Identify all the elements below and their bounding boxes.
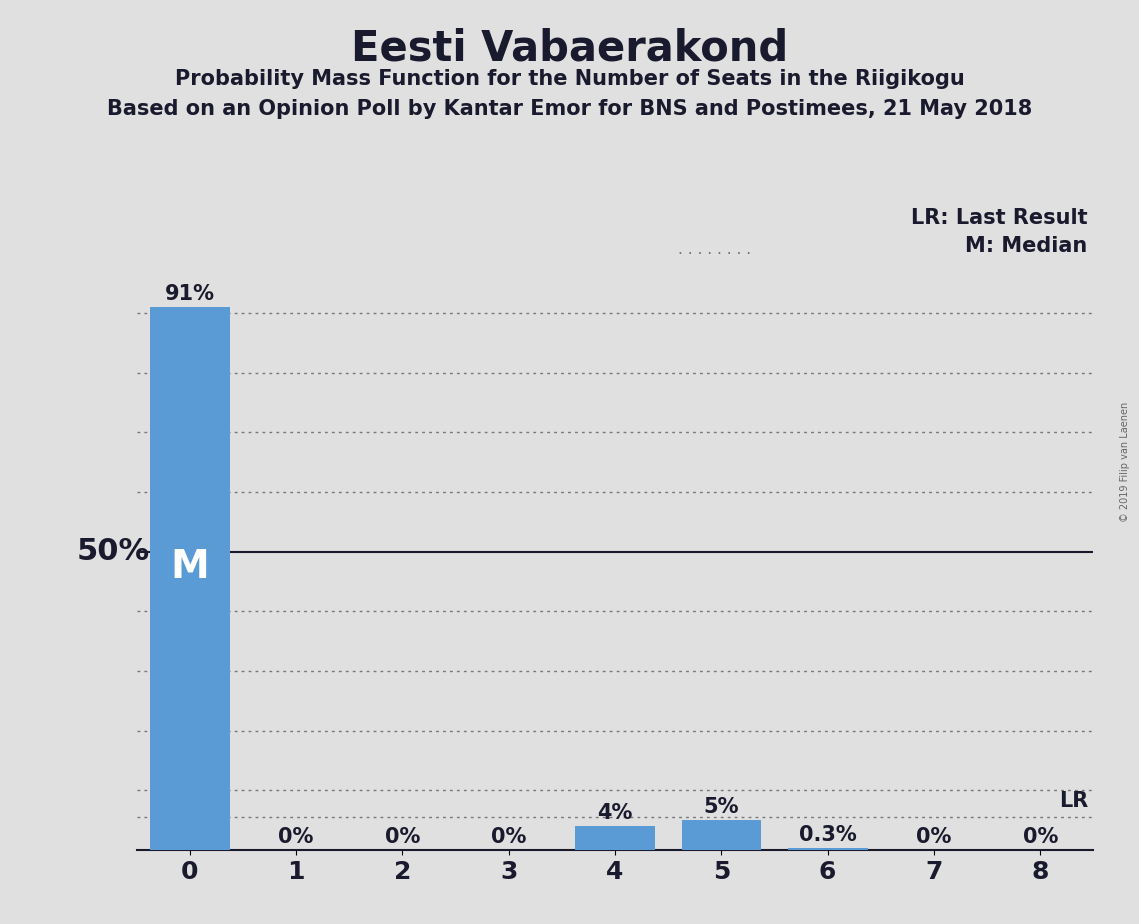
Text: 0%: 0% [916,827,952,847]
Text: · · · · · · · ·: · · · · · · · · [678,247,751,261]
Bar [681,821,761,850]
Bar [150,307,230,850]
Text: Based on an Opinion Poll by Kantar Emor for BNS and Postimees, 21 May 2018: Based on an Opinion Poll by Kantar Emor … [107,99,1032,119]
Text: LR: Last Result: LR: Last Result [911,208,1088,228]
Text: 91%: 91% [165,284,215,304]
Text: 0%: 0% [385,827,420,847]
Text: 0%: 0% [278,827,314,847]
Text: Eesti Vabaerakond: Eesti Vabaerakond [351,28,788,69]
Text: 50%: 50% [76,537,150,566]
Text: 5%: 5% [704,797,739,817]
Bar [575,826,655,850]
Bar [788,848,868,850]
Text: 0%: 0% [491,827,526,847]
Text: M: Median: M: Median [966,236,1088,256]
Text: Probability Mass Function for the Number of Seats in the Riigikogu: Probability Mass Function for the Number… [174,69,965,90]
Text: 0.3%: 0.3% [798,825,857,845]
Text: 0%: 0% [1023,827,1058,847]
Text: © 2019 Filip van Laenen: © 2019 Filip van Laenen [1120,402,1130,522]
Text: M: M [171,548,210,586]
Text: LR: LR [1059,791,1088,811]
Text: 4%: 4% [597,803,633,823]
